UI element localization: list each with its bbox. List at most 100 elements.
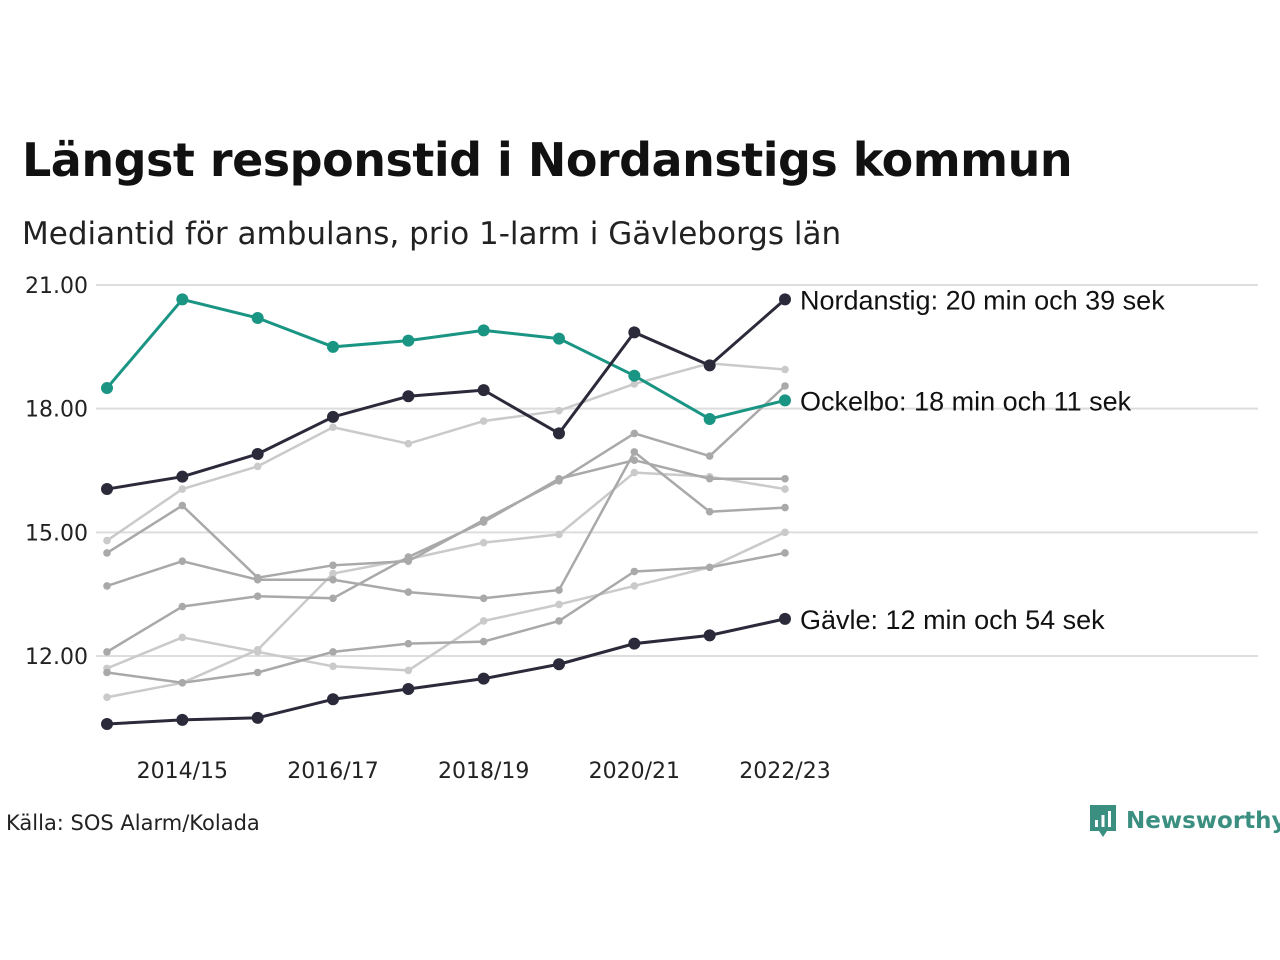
data-point bbox=[103, 582, 111, 590]
data-point bbox=[630, 567, 639, 576]
data-point bbox=[251, 311, 264, 324]
data-point bbox=[101, 718, 113, 731]
data-point bbox=[555, 600, 563, 609]
series-end-label: Gävle: 12 min och 54 sek bbox=[800, 605, 1105, 635]
series-ockelbo bbox=[101, 293, 791, 425]
data-point bbox=[630, 456, 639, 464]
data-point bbox=[779, 394, 791, 407]
data-point bbox=[628, 369, 641, 382]
data-point bbox=[101, 483, 113, 496]
line-chart: 12.00 15.00 18.00 21.00 2014/15 2016/17 2018/… bbox=[25, 274, 1258, 784]
data-point bbox=[253, 462, 262, 471]
data-point bbox=[103, 549, 111, 557]
data-point bbox=[178, 602, 187, 611]
data-point bbox=[251, 711, 264, 724]
series-other bbox=[103, 456, 789, 656]
data-point bbox=[628, 637, 641, 650]
data-point bbox=[781, 365, 789, 374]
data-point bbox=[628, 326, 641, 339]
y-tick-label: 18.00 bbox=[25, 398, 88, 423]
x-tick-label: 2016/17 bbox=[287, 759, 378, 784]
data-point bbox=[329, 569, 337, 578]
x-tick-label: 2022/23 bbox=[739, 759, 830, 784]
series-line bbox=[106, 551, 786, 685]
series-line bbox=[106, 617, 786, 726]
x-tick-label: 2014/15 bbox=[137, 759, 228, 784]
data-point bbox=[477, 384, 490, 397]
series-nordanstig bbox=[101, 293, 791, 496]
data-point bbox=[402, 682, 415, 695]
data-point bbox=[404, 666, 413, 675]
data-point bbox=[327, 410, 339, 423]
y-tick-label: 12.00 bbox=[25, 645, 88, 670]
series-lines bbox=[101, 293, 791, 731]
data-point bbox=[781, 382, 789, 390]
data-point bbox=[253, 668, 262, 677]
data-point bbox=[781, 528, 789, 537]
data-point bbox=[553, 658, 565, 671]
series-line bbox=[105, 297, 786, 421]
data-point bbox=[781, 474, 789, 483]
data-point bbox=[479, 637, 488, 646]
series-other bbox=[103, 382, 789, 582]
data-point bbox=[253, 592, 262, 601]
data-point bbox=[327, 693, 339, 706]
data-point bbox=[101, 382, 113, 395]
series-line bbox=[106, 450, 786, 600]
data-point bbox=[630, 429, 639, 438]
data-point bbox=[329, 423, 337, 432]
data-point bbox=[553, 332, 565, 345]
x-tick-label: 2020/21 bbox=[589, 759, 680, 784]
data-point bbox=[630, 582, 639, 590]
data-point bbox=[402, 334, 415, 347]
series-other bbox=[103, 468, 789, 702]
series-line bbox=[106, 471, 786, 699]
data-point bbox=[178, 485, 187, 493]
data-point bbox=[178, 501, 187, 510]
data-point bbox=[779, 612, 791, 625]
series-end-label: Ockelbo: 18 min och 11 sek bbox=[800, 386, 1132, 416]
data-point bbox=[404, 439, 413, 448]
brand-logo[interactable]: Newsworthy bbox=[1088, 803, 1280, 839]
x-axis-ticks: 2014/15 2016/17 2018/19 2020/21 2022/23 bbox=[137, 759, 831, 784]
data-point bbox=[327, 340, 339, 353]
chart-title: Längst responstid i Nordanstigs kommun bbox=[22, 133, 1073, 187]
series-other bbox=[103, 448, 789, 603]
data-point bbox=[781, 485, 789, 493]
x-tick-label: 2018/19 bbox=[438, 759, 529, 784]
series-gävle bbox=[101, 612, 791, 731]
brand-name: Newsworthy bbox=[1126, 808, 1280, 834]
data-point bbox=[253, 573, 262, 582]
data-point bbox=[779, 293, 791, 306]
data-point bbox=[329, 575, 337, 584]
series-line bbox=[106, 531, 786, 672]
data-point bbox=[705, 563, 714, 572]
data-point bbox=[630, 380, 639, 388]
series-other bbox=[103, 549, 789, 687]
data-point bbox=[703, 412, 716, 425]
data-point bbox=[479, 538, 488, 547]
data-point bbox=[176, 470, 189, 483]
data-point bbox=[703, 629, 716, 642]
series-line bbox=[106, 362, 786, 542]
data-point bbox=[178, 678, 187, 687]
data-point bbox=[103, 693, 111, 702]
data-point bbox=[479, 617, 488, 625]
data-point bbox=[555, 406, 563, 415]
data-point bbox=[404, 557, 413, 565]
data-point bbox=[253, 646, 262, 654]
data-point bbox=[103, 536, 111, 545]
y-axis-ticks: 12.00 15.00 18.00 21.00 bbox=[25, 274, 88, 670]
data-point bbox=[329, 594, 337, 603]
data-point bbox=[781, 503, 789, 512]
y-tick-label: 21.00 bbox=[25, 274, 88, 299]
data-point bbox=[251, 448, 264, 461]
data-point bbox=[479, 516, 488, 524]
series-end-label: Nordanstig: 20 min och 39 sek bbox=[800, 285, 1165, 315]
data-point bbox=[705, 507, 714, 516]
data-point bbox=[103, 648, 111, 656]
source-note: Källa: SOS Alarm/Kolada bbox=[6, 811, 260, 835]
data-point bbox=[705, 474, 714, 483]
data-point bbox=[555, 530, 563, 539]
data-point bbox=[176, 293, 189, 306]
